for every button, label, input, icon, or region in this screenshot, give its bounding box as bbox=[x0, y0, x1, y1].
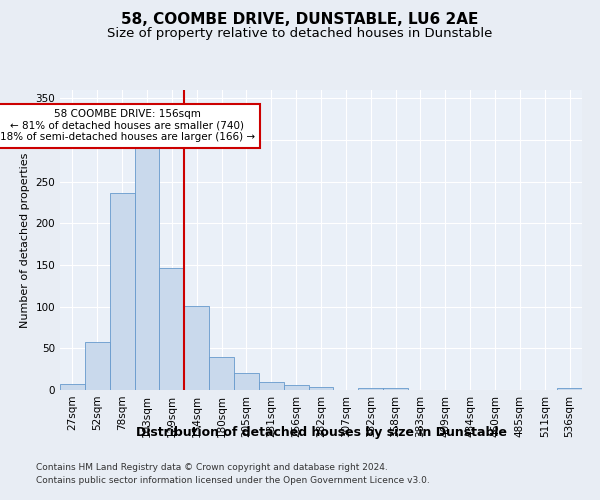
Bar bbox=[60, 384, 85, 390]
Bar bbox=[259, 382, 284, 390]
Text: 58, COOMBE DRIVE, DUNSTABLE, LU6 2AE: 58, COOMBE DRIVE, DUNSTABLE, LU6 2AE bbox=[121, 12, 479, 28]
Text: Distribution of detached houses by size in Dunstable: Distribution of detached houses by size … bbox=[136, 426, 506, 439]
Bar bbox=[284, 385, 308, 390]
Text: Size of property relative to detached houses in Dunstable: Size of property relative to detached ho… bbox=[107, 28, 493, 40]
Bar bbox=[308, 386, 334, 390]
Bar bbox=[209, 356, 234, 390]
Text: Contains public sector information licensed under the Open Government Licence v3: Contains public sector information licen… bbox=[36, 476, 430, 485]
Bar bbox=[234, 374, 259, 390]
Bar bbox=[358, 388, 383, 390]
Bar bbox=[383, 388, 408, 390]
Bar bbox=[557, 388, 582, 390]
Bar bbox=[110, 192, 134, 390]
Y-axis label: Number of detached properties: Number of detached properties bbox=[20, 152, 30, 328]
Bar bbox=[160, 268, 184, 390]
Bar bbox=[134, 148, 160, 390]
Bar bbox=[85, 342, 110, 390]
Text: Contains HM Land Registry data © Crown copyright and database right 2024.: Contains HM Land Registry data © Crown c… bbox=[36, 464, 388, 472]
Text: 58 COOMBE DRIVE: 156sqm
← 81% of detached houses are smaller (740)
18% of semi-d: 58 COOMBE DRIVE: 156sqm ← 81% of detache… bbox=[0, 109, 254, 142]
Bar bbox=[184, 306, 209, 390]
